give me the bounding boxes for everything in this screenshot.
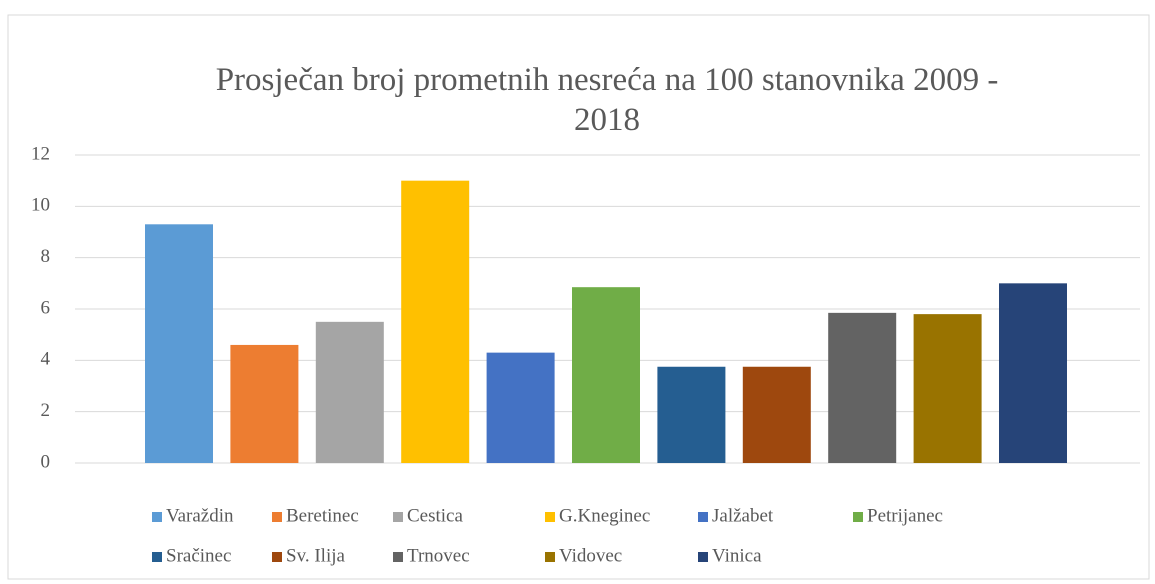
legend-label: G.Kneginec	[559, 505, 650, 526]
y-tick-label: 2	[41, 400, 51, 421]
legend-label: Sračinec	[166, 545, 231, 566]
bar	[742, 366, 811, 463]
y-tick-label: 8	[41, 246, 51, 267]
legend-swatch	[853, 512, 863, 522]
bar	[401, 180, 470, 463]
legend-label: Beretinec	[286, 505, 359, 526]
bar	[486, 352, 555, 463]
y-tick-label: 12	[31, 143, 50, 164]
legend-label: Vinica	[712, 545, 762, 566]
legend-swatch	[393, 552, 403, 562]
legend-swatch	[272, 552, 282, 562]
bar	[657, 366, 726, 463]
bar	[145, 224, 213, 463]
bar	[913, 314, 982, 463]
y-tick-label: 10	[31, 195, 50, 216]
legend-label: Vidovec	[559, 545, 622, 566]
legend-label: Trnovec	[407, 545, 470, 566]
legend-swatch	[545, 552, 555, 562]
legend-swatch	[152, 512, 162, 522]
bar	[999, 283, 1067, 463]
bar	[828, 312, 897, 463]
legend-swatch	[152, 552, 162, 562]
legend-swatch	[545, 512, 555, 522]
legend-label: Varaždin	[166, 505, 234, 526]
y-tick-label: 4	[41, 349, 51, 370]
legend-label: Cestica	[407, 505, 463, 526]
legend-swatch	[698, 512, 708, 522]
legend-swatch	[272, 512, 282, 522]
legend-label: Sv. Ilija	[286, 545, 345, 566]
legend-swatch	[393, 512, 403, 522]
y-tick-label: 0	[41, 451, 51, 472]
chart-title: Prosječan broj prometnih nesreća na 100 …	[216, 62, 999, 138]
legend-label: Petrijanec	[867, 505, 943, 526]
bar	[572, 287, 640, 463]
legend-label: Jalžabet	[712, 505, 774, 526]
legend-swatch	[698, 552, 708, 562]
bar	[315, 321, 384, 463]
bar	[230, 344, 299, 463]
y-tick-label: 6	[41, 297, 51, 318]
